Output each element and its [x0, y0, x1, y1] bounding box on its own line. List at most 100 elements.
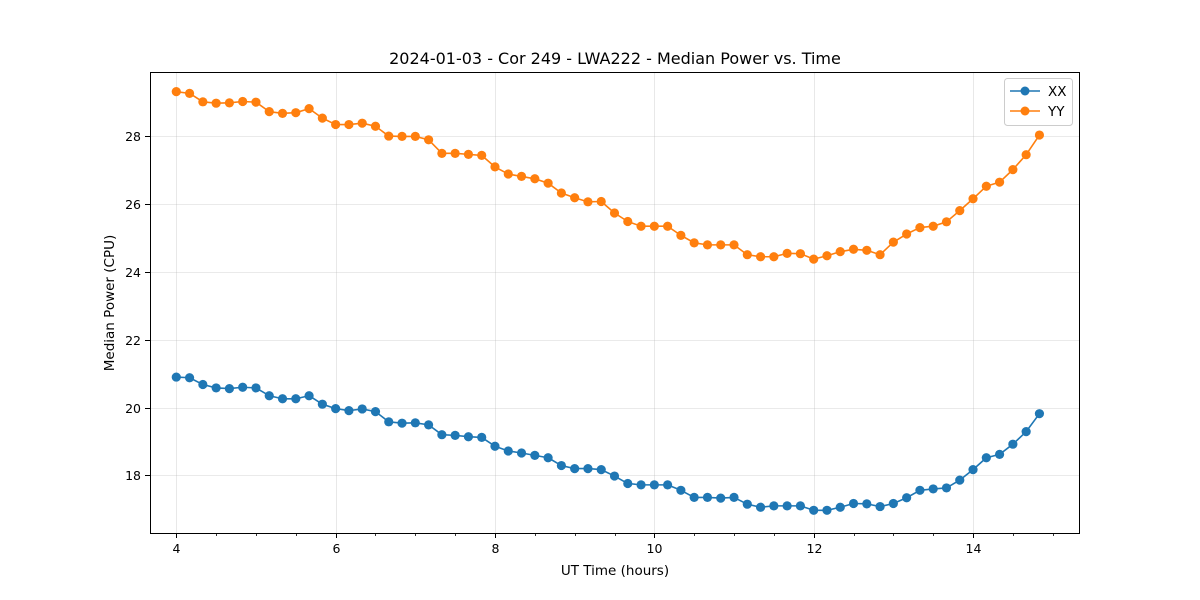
data-point-xx — [822, 505, 832, 515]
data-point-yy — [702, 240, 713, 250]
data-point-yy — [277, 108, 288, 118]
data-point-yy — [729, 240, 739, 250]
x-tick-label: 12 — [807, 541, 823, 556]
data-point-yy — [1008, 165, 1018, 175]
data-point-yy — [716, 240, 726, 250]
data-point-xx — [809, 505, 819, 515]
data-point-xx — [994, 449, 1005, 459]
data-point-xx — [370, 407, 381, 417]
data-point-yy — [609, 208, 620, 218]
data-point-yy — [251, 97, 261, 107]
data-point-yy — [955, 206, 965, 216]
data-point-yy — [848, 244, 859, 254]
data-point-xx — [291, 394, 301, 404]
data-point-xx — [171, 372, 181, 382]
data-point-yy — [184, 88, 195, 98]
data-point-yy — [211, 98, 221, 108]
data-point-xx — [437, 430, 447, 440]
data-point-xx — [251, 383, 261, 393]
data-point-yy — [530, 174, 540, 184]
data-point-yy — [317, 113, 327, 123]
data-point-yy — [198, 97, 208, 107]
data-point-yy — [928, 221, 938, 231]
x-tick-label: 8 — [492, 541, 500, 556]
data-point-yy — [663, 221, 673, 231]
legend-label-yy: YY — [1047, 104, 1065, 120]
data-point-xx — [224, 384, 235, 394]
data-point-xx — [848, 498, 859, 509]
data-point-xx — [742, 499, 752, 509]
x-tick-label: 10 — [647, 541, 663, 556]
data-point-xx — [663, 480, 673, 490]
data-point-yy — [623, 216, 633, 227]
series-xx — [171, 372, 1045, 515]
data-point-yy — [742, 250, 752, 260]
data-point-xx — [676, 485, 686, 495]
data-point-yy — [344, 119, 354, 130]
data-point-yy — [424, 135, 434, 145]
data-point-xx — [941, 483, 952, 493]
data-point-xx — [862, 499, 872, 509]
data-point-xx — [238, 382, 248, 392]
data-point-xx — [317, 399, 327, 409]
data-point-xx — [516, 448, 527, 458]
plot-area-frame — [150, 72, 1080, 534]
data-point-xx — [596, 465, 606, 475]
data-point-xx — [1034, 409, 1045, 419]
data-point-xx — [583, 464, 593, 474]
data-point-yy — [264, 107, 274, 117]
data-point-yy — [981, 181, 991, 191]
data-point-xx — [198, 379, 208, 390]
data-point-yy — [994, 177, 1005, 187]
legend: XX YY — [1004, 78, 1073, 126]
data-point-xx — [424, 420, 434, 430]
data-point-yy — [463, 149, 474, 159]
grid — [150, 72, 1079, 533]
data-point-xx — [1008, 439, 1018, 449]
x-tick-label: 14 — [966, 541, 982, 556]
data-point-yy — [941, 217, 952, 227]
data-point-yy — [450, 148, 460, 158]
data-point-xx — [304, 391, 314, 401]
data-point-yy — [543, 178, 553, 188]
data-point-yy — [583, 197, 593, 207]
data-point-xx — [211, 383, 221, 393]
data-point-yy — [490, 162, 500, 172]
data-point-yy — [477, 150, 487, 160]
data-point-yy — [1034, 130, 1045, 140]
y-tick-label: 22 — [125, 333, 141, 348]
y-axis-title: Median Power (CPU) — [102, 235, 118, 371]
y-tick-label: 26 — [125, 197, 141, 212]
data-point-xx — [570, 464, 580, 474]
data-point-yy — [822, 251, 832, 261]
data-point-yy — [795, 249, 806, 259]
data-point-xx — [875, 501, 885, 512]
data-point-xx — [716, 493, 726, 503]
data-point-xx — [503, 446, 513, 456]
data-point-yy — [291, 108, 301, 118]
data-point-xx — [702, 492, 713, 503]
data-point-xx — [1021, 427, 1031, 437]
series-yy — [171, 87, 1045, 264]
data-point-yy — [1021, 150, 1031, 160]
data-point-xx — [623, 478, 633, 489]
data-point-yy — [888, 237, 898, 247]
data-point-yy — [556, 188, 566, 198]
data-point-xx — [264, 391, 274, 401]
y-tick-label: 18 — [125, 468, 141, 483]
axes: 4 6 8 10 12 14 18 20 22 24 26 28 — [125, 129, 1054, 556]
data-point-xx — [331, 404, 341, 414]
data-point-xx — [915, 485, 925, 495]
data-point-xx — [543, 453, 553, 463]
data-point-yy — [171, 87, 181, 97]
data-point-xx — [384, 417, 394, 427]
data-point-yy — [596, 196, 606, 207]
data-point-yy — [397, 131, 407, 141]
data-point-xx — [463, 432, 474, 442]
data-point-xx — [609, 471, 620, 481]
data-point-xx — [636, 480, 646, 490]
x-tick-label: 6 — [333, 541, 341, 556]
data-point-yy — [503, 169, 513, 179]
legend-marker-yy — [1020, 106, 1030, 116]
